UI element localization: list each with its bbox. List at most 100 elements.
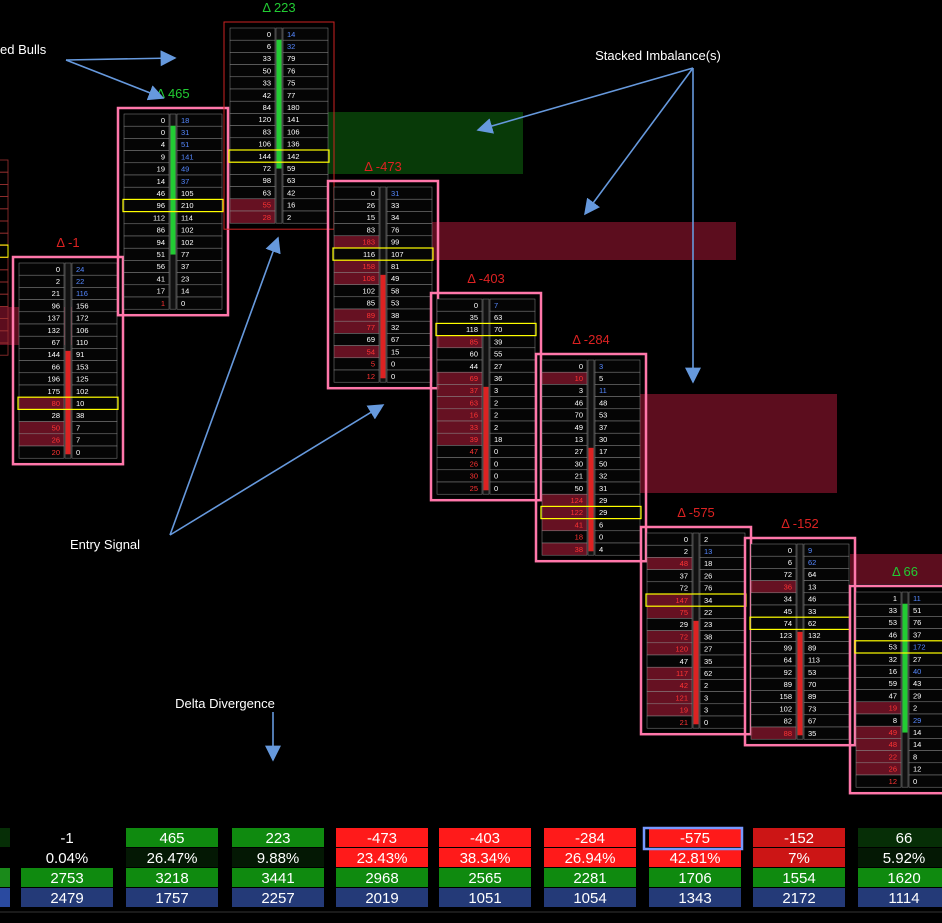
stacked-bulls-label: ed Bulls	[0, 42, 47, 57]
ask-volume: 59	[287, 164, 295, 173]
ask-volume: 116	[76, 289, 88, 298]
footprint-cell	[71, 445, 118, 459]
ask-volume: 29	[913, 716, 921, 725]
ask-volume: 153	[76, 362, 89, 371]
bid-volume: 69	[470, 374, 478, 383]
summary-value-percent: 7%	[788, 850, 810, 867]
summary-cell-volume	[753, 868, 845, 887]
ask-volume: 14	[913, 740, 921, 749]
ask-volume: 3	[704, 693, 708, 702]
bid-volume: 102	[779, 704, 792, 713]
summary-value-percent: 26.94%	[565, 850, 616, 867]
bid-volume: 34	[784, 595, 792, 604]
ask-volume: 34	[391, 213, 399, 222]
summary-cell-delta	[649, 828, 741, 847]
bar-frame	[11, 255, 125, 466]
bid-volume: 28	[52, 411, 60, 420]
ask-volume: 2	[494, 398, 498, 407]
bid-volume: 39	[470, 435, 478, 444]
ask-volume: 27	[494, 362, 502, 371]
ask-volume: 29	[599, 508, 607, 517]
bid-volume: 1	[893, 594, 897, 603]
bid-volume: 16	[470, 411, 478, 420]
bid-volume: 147	[675, 596, 688, 605]
summary-cell-delta	[544, 828, 636, 847]
bar-frame	[534, 352, 648, 563]
ask-volume: 125	[76, 375, 89, 384]
bid-volume: 22	[889, 752, 897, 761]
footprint-cell	[908, 774, 942, 788]
ask-volume: 102	[181, 238, 194, 247]
bid-volume: 117	[676, 669, 688, 678]
bid-volume: 1	[161, 299, 165, 308]
ask-volume: 136	[287, 140, 300, 149]
annotation-arrow	[65, 50, 177, 67]
ask-volume: 36	[494, 374, 502, 383]
ask-volume: 53	[599, 411, 607, 420]
bid-volume: 33	[470, 423, 478, 432]
ask-volume: 51	[181, 140, 189, 149]
ask-volume: 172	[913, 643, 926, 652]
bid-volume: 0	[788, 546, 792, 555]
bid-volume: 175	[47, 387, 60, 396]
ask-volume: 142	[287, 152, 300, 161]
bid-volume: 38	[575, 545, 583, 554]
ask-volume: 102	[181, 226, 194, 235]
bid-volume: 27	[575, 447, 583, 456]
bid-volume: 124	[570, 496, 583, 505]
bid-volume: 4	[161, 140, 165, 149]
candle-body	[588, 447, 594, 552]
bid-volume: 28	[263, 213, 271, 222]
bid-volume: 48	[889, 740, 897, 749]
bid-volume: 60	[470, 350, 478, 359]
delta-divergence-label: Delta Divergence	[175, 696, 275, 711]
ask-volume: 62	[808, 619, 816, 628]
bid-volume: 47	[889, 691, 897, 700]
ask-volume: 37	[599, 423, 607, 432]
ask-volume: 7	[76, 436, 80, 445]
footprint-bar: Δ -152 0 9 6 62 72 64 36 13 34 46 45 33 74 62 123 132 99 8…	[743, 516, 857, 747]
bid-volume: 35	[470, 313, 478, 322]
footprint-cell	[0, 330, 9, 344]
stacked-imbalance-zone	[850, 554, 942, 584]
ask-volume: 11	[599, 386, 607, 395]
footprint-cell	[0, 232, 9, 246]
ask-volume: 53	[391, 299, 399, 308]
summary-value-trades: 2479	[50, 890, 83, 907]
bid-volume: 50	[52, 423, 60, 432]
bid-volume: 120	[258, 115, 271, 124]
bid-volume: 99	[784, 643, 792, 652]
bar-delta-label: Δ 465	[156, 86, 189, 101]
ask-volume: 210	[181, 201, 194, 210]
bid-volume: 20	[52, 448, 60, 457]
bid-volume: 41	[157, 274, 165, 283]
bid-volume: 5	[371, 360, 375, 369]
ask-volume: 106	[76, 326, 89, 335]
bid-volume: 30	[470, 472, 478, 481]
ask-volume: 0	[704, 718, 708, 727]
summary-value-delta: 66	[896, 830, 913, 847]
bid-volume: 19	[157, 165, 165, 174]
ask-volume: 12	[913, 765, 921, 774]
ask-volume: 37	[181, 262, 189, 271]
ask-volume: 76	[287, 66, 295, 75]
ask-volume: 2	[494, 423, 498, 432]
summary-value-delta: 465	[159, 830, 184, 847]
bid-volume: 33	[263, 54, 271, 63]
ask-volume: 180	[287, 103, 300, 112]
ask-volume: 7	[76, 423, 80, 432]
bar-delta-label: Δ -1	[56, 235, 79, 250]
summary-value-trades: 2019	[365, 890, 398, 907]
ask-volume: 55	[494, 350, 502, 359]
bid-volume: 88	[784, 729, 792, 738]
bid-volume: 3	[579, 386, 583, 395]
summary-value-percent: 26.47%	[147, 850, 198, 867]
summary-value-volume: 1620	[887, 870, 920, 887]
ask-volume: 114	[181, 213, 193, 222]
ask-volume: 113	[808, 656, 820, 665]
annotation-arrow	[169, 404, 385, 536]
summary-cell-trades	[858, 888, 942, 907]
ask-volume: 29	[913, 691, 921, 700]
